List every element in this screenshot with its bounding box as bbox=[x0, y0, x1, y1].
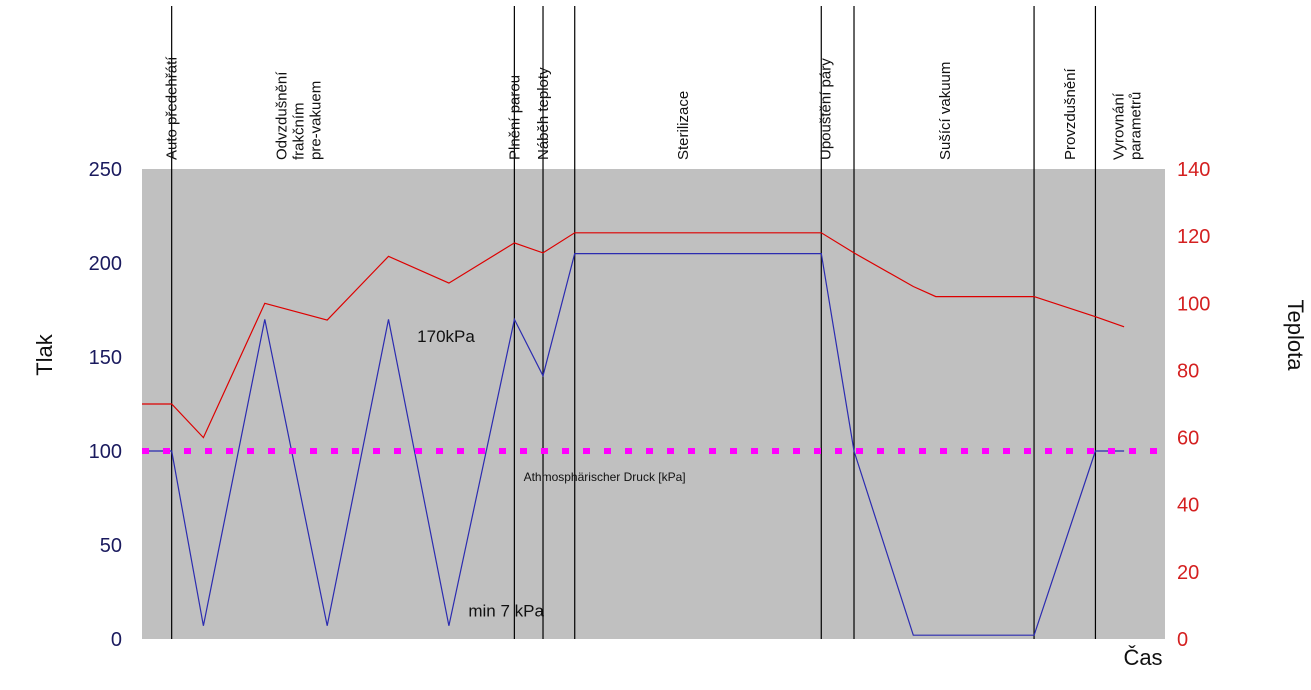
annotation-label: Athmosphärischer Druck [kPa] bbox=[524, 470, 686, 484]
phase-labels: Auto předehřátí Odvzdušněnífrakčnímpre-va… bbox=[164, 56, 1145, 160]
chart-annotations: 170kPa min 7 kPa Athmosphärischer Druck [k… bbox=[417, 327, 685, 620]
phase-label: Plnění parou bbox=[506, 75, 523, 160]
left-axis-ticks: 0 50 100 150 200 250 bbox=[89, 159, 122, 651]
right-tick-label: 0 bbox=[1177, 629, 1188, 651]
left-tick-label: 200 bbox=[89, 253, 122, 275]
phase-label: Auto předehřátí bbox=[164, 56, 181, 160]
series-line-1 bbox=[142, 232, 1125, 439]
phase-label: Sterilizace bbox=[675, 91, 692, 160]
phase-label: Náběh teploty bbox=[535, 67, 552, 160]
phase-label: Upouštění páry bbox=[817, 58, 834, 160]
left-axis-title: Tlak bbox=[32, 333, 57, 376]
right-tick-label: 60 bbox=[1177, 428, 1199, 450]
phase-label: Vyrovnáníparametrů bbox=[1111, 92, 1145, 160]
left-tick-label: 0 bbox=[111, 629, 122, 651]
right-tick-label: 120 bbox=[1177, 226, 1210, 248]
right-tick-label: 80 bbox=[1177, 360, 1199, 382]
x-axis-title: Čas bbox=[1123, 645, 1162, 670]
data-series bbox=[142, 232, 1165, 636]
phase-label: Sušící vakuum bbox=[937, 62, 954, 160]
right-axis-ticks: 0 20 40 60 80 100 120 140 bbox=[1177, 159, 1210, 651]
annotation-label: 170kPa bbox=[417, 327, 475, 346]
right-tick-label: 40 bbox=[1177, 495, 1199, 517]
annotation-label: min 7 kPa bbox=[468, 601, 544, 620]
left-tick-label: 100 bbox=[89, 441, 122, 463]
right-tick-label: 140 bbox=[1177, 159, 1210, 181]
left-tick-label: 50 bbox=[100, 535, 122, 557]
plot-area bbox=[142, 169, 1165, 639]
left-tick-label: 250 bbox=[89, 159, 122, 181]
right-tick-label: 20 bbox=[1177, 562, 1199, 584]
series-line-0 bbox=[142, 253, 1125, 636]
phase-divider-lines bbox=[171, 6, 1097, 639]
left-tick-label: 150 bbox=[89, 347, 122, 369]
phase-label: Provzdušnění bbox=[1062, 67, 1079, 160]
right-tick-label: 100 bbox=[1177, 293, 1210, 315]
right-axis-title: Teplota bbox=[1283, 300, 1308, 372]
phase-label: Odvzdušněnífrakčnímpre-vakuem bbox=[274, 71, 325, 160]
